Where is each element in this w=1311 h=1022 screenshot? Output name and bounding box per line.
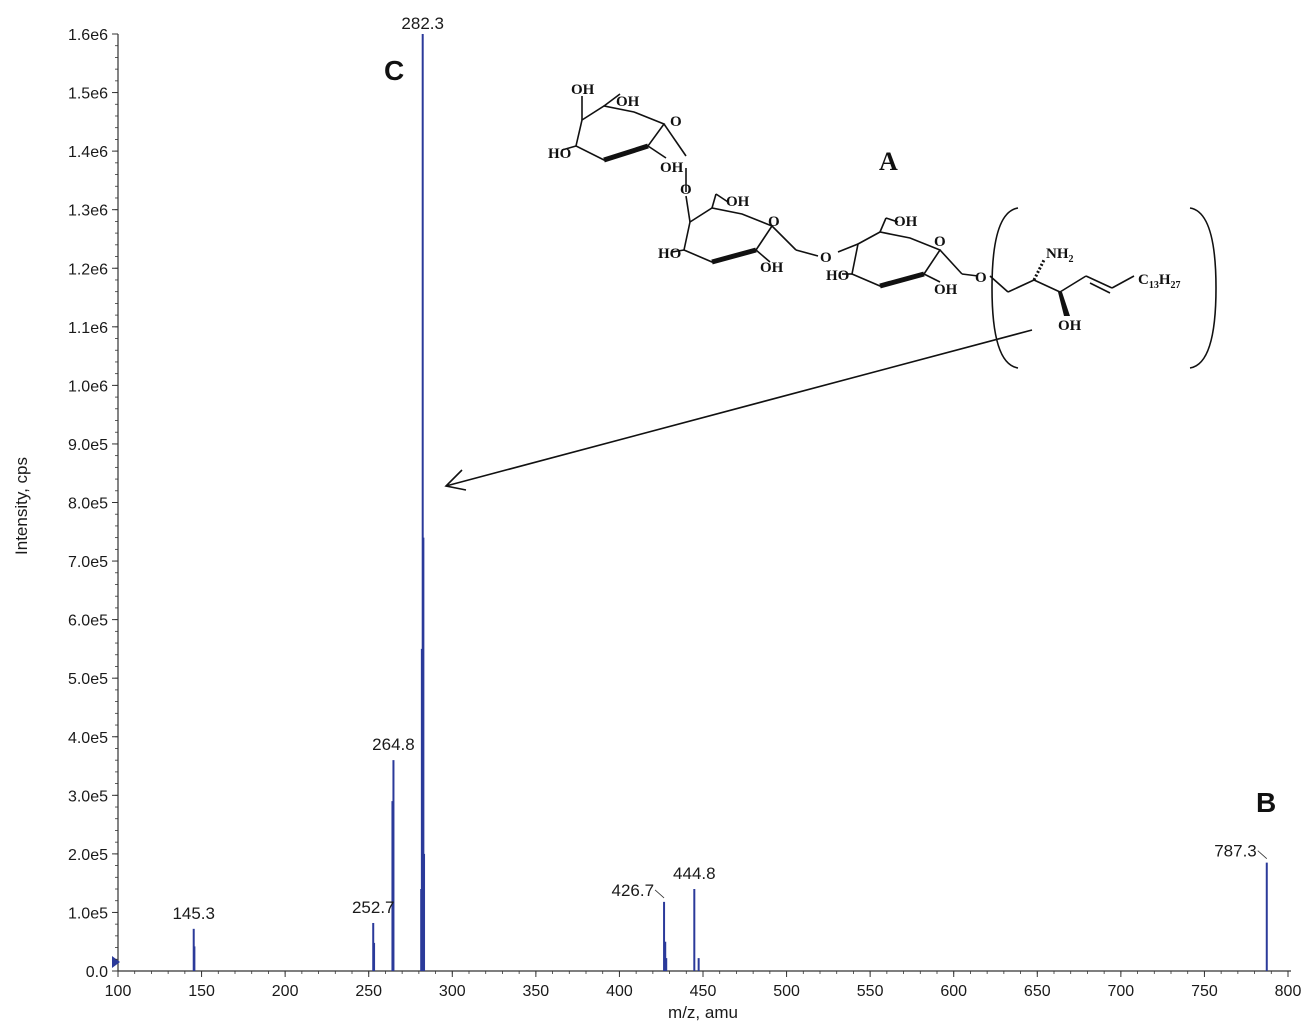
svg-text:OH: OH <box>934 282 958 298</box>
x-tick-label: 350 <box>523 983 550 1000</box>
y-axis-title: Intensity, cps <box>12 457 31 555</box>
ring-middle <box>683 207 774 263</box>
panel-letter-b: B <box>1256 787 1276 818</box>
peak-label: 444.8 <box>673 864 716 883</box>
peak-label: 252.7 <box>352 898 395 917</box>
chemical-structure <box>444 93 1217 491</box>
peak-label-leader <box>1257 850 1268 859</box>
svg-text:O: O <box>934 234 946 250</box>
y-tick-label: 8.0e5 <box>68 496 108 513</box>
chemical-labels: OH OH HO O OH O OH O HO OH O OH O HO OH … <box>548 82 1181 334</box>
y-tick-label: 1.0e5 <box>68 905 108 922</box>
peak-label: 145.3 <box>172 904 215 923</box>
svg-text:OH: OH <box>760 260 784 276</box>
svg-text:O: O <box>768 214 780 230</box>
x-tick-label: 200 <box>272 983 299 1000</box>
x-tick-label: 400 <box>606 983 633 1000</box>
origin-marker-icon <box>112 956 120 968</box>
y-axis-ticks: 0.0 1.0e5 2.0e5 3.0e5 4.0e5 5.0e5 6.0e5 7.0e5 8.… <box>68 27 118 981</box>
x-tick-label: 100 <box>105 983 132 1000</box>
x-axis-ticks: 100 150 200 250 300 350 400 450 500 550 600 650 700 7… <box>105 971 1302 1000</box>
panel-letter-a: A <box>879 147 898 176</box>
x-tick-label: 750 <box>1191 983 1218 1000</box>
svg-text:NH2: NH2 <box>1046 246 1074 265</box>
svg-text:OH: OH <box>616 94 640 110</box>
svg-text:O: O <box>670 114 682 130</box>
bracket-right <box>1189 207 1217 369</box>
svg-text:OH: OH <box>726 194 750 210</box>
y-tick-label: 4.0e5 <box>68 730 108 747</box>
y-tick-label: 9.0e5 <box>68 437 108 454</box>
svg-text:C13H27: C13H27 <box>1138 272 1181 291</box>
y-tick-label: 1.6e6 <box>68 27 108 44</box>
x-tick-label: 450 <box>690 983 717 1000</box>
y-tick-label: 1.1e6 <box>68 320 108 337</box>
y-tick-label: 1.0e6 <box>68 378 108 395</box>
svg-text:OH: OH <box>1058 318 1082 334</box>
peak-labels: 145.3 252.7 264.8 282.3 426.7 444.8 787.3 <box>172 14 1268 923</box>
peak-label-leader <box>654 889 665 899</box>
ring-bottom <box>851 231 942 287</box>
svg-text:OH: OH <box>894 214 918 230</box>
svg-text:HO: HO <box>548 146 571 162</box>
ring-top <box>575 105 666 161</box>
svg-text:O: O <box>820 250 832 266</box>
y-tick-label: 1.3e6 <box>68 203 108 220</box>
svg-text:O: O <box>975 270 987 286</box>
y-tick-label: 2.0e5 <box>68 847 108 864</box>
peak-label: 426.7 <box>612 881 655 900</box>
svg-text:OH: OH <box>660 160 684 176</box>
x-tick-label: 150 <box>188 983 215 1000</box>
x-axis-title: m/z, amu <box>668 1003 738 1022</box>
svg-text:HO: HO <box>826 268 849 284</box>
arrow-head-icon <box>444 469 467 491</box>
fragment-arrow <box>445 329 1033 487</box>
spectrum-peaks <box>192 34 1268 971</box>
y-tick-label: 0.0 <box>86 964 108 981</box>
x-tick-label: 300 <box>439 983 466 1000</box>
x-tick-label: 500 <box>773 983 800 1000</box>
bracket-left <box>991 207 1019 369</box>
y-tick-label: 1.5e6 <box>68 86 108 103</box>
x-tick-label: 250 <box>355 983 382 1000</box>
x-tick-label: 600 <box>940 983 967 1000</box>
x-tick-label: 550 <box>857 983 884 1000</box>
panel-letter-c: C <box>384 55 404 86</box>
svg-text:HO: HO <box>658 246 681 262</box>
peak-label: 264.8 <box>372 735 415 754</box>
x-tick-label: 700 <box>1108 983 1135 1000</box>
peak-label: 787.3 <box>1214 842 1257 861</box>
y-tick-label: 6.0e5 <box>68 613 108 630</box>
y-tick-label: 1.2e6 <box>68 261 108 278</box>
x-tick-label: 800 <box>1275 983 1302 1000</box>
y-tick-label: 1.4e6 <box>68 144 108 161</box>
y-tick-label: 5.0e5 <box>68 671 108 688</box>
svg-text:O: O <box>680 182 692 198</box>
y-tick-label: 3.0e5 <box>68 788 108 805</box>
y-tick-label: 7.0e5 <box>68 554 108 571</box>
x-tick-label: 650 <box>1024 983 1051 1000</box>
svg-text:OH: OH <box>571 82 595 98</box>
peak-label: 282.3 <box>401 14 444 33</box>
